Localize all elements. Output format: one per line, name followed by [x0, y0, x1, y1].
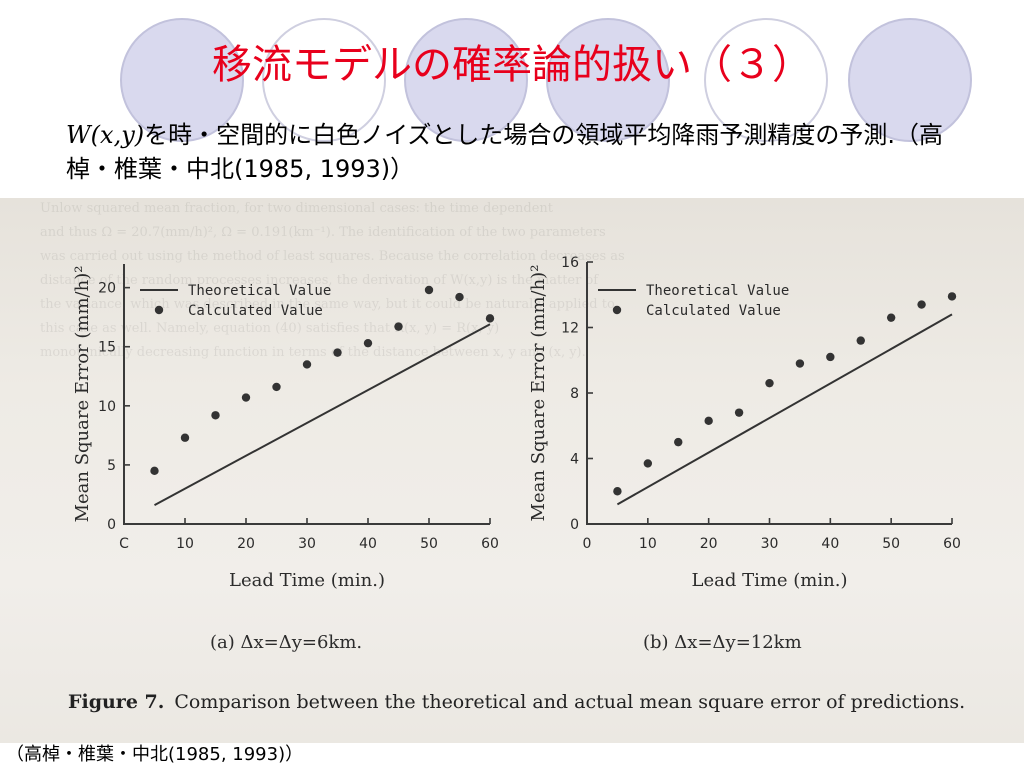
svg-text:was carried out using the meth: was carried out using the method of leas…: [40, 249, 625, 264]
x-axis-label: Lead Time (min.): [229, 570, 385, 591]
y-tick-label: 12: [561, 321, 579, 337]
figure-caption-text: Comparison between the theoretical and a…: [174, 691, 965, 713]
svg-text:and thus Ω = 20.7(mm/h)², Ω =: and thus Ω = 20.7(mm/h)², Ω = 0.191(km⁻¹…: [40, 225, 606, 240]
x-tick-label: 50: [420, 536, 438, 552]
svg-text:this case as well. Namely, equ: this case as well. Namely, equation (40)…: [40, 321, 499, 336]
decor-circle-1: [120, 18, 244, 142]
legend-dot-symbol: [154, 305, 164, 315]
x-tick-label: 60: [943, 536, 961, 552]
chart-subtitle: (a) Δx=Δy=6km.: [210, 632, 362, 653]
calculated-point: [211, 411, 220, 420]
calculated-point: [241, 393, 251, 402]
scanned-figure: Unlow squared mean fraction, for two dim…: [0, 198, 1024, 743]
calculated-point: [424, 285, 434, 295]
x-axis-label: Lead Time (min.): [692, 570, 848, 591]
x-tick-label: 0: [583, 536, 592, 552]
y-axis-label: Mean Square Error (mm/h)²: [528, 265, 549, 522]
svg-text:Figure 7.Comparison between th: Figure 7. Comparison between the theoreti…: [68, 691, 965, 713]
y-tick-label: 20: [98, 281, 116, 297]
slide-title: 移流モデルの確率論的扱い（３）: [212, 42, 812, 88]
calculated-point: [333, 348, 342, 357]
theoretical-line: [616, 313, 953, 506]
svg-text:the variance, which was descri: the variance, which was described in the…: [40, 297, 615, 312]
decor-circle-6: [848, 18, 972, 142]
x-tick-label: 20: [700, 536, 718, 552]
calculated-point: [826, 352, 835, 362]
x-tick-label: C: [119, 536, 129, 552]
calculated-point: [363, 338, 373, 348]
y-tick-label: 5: [107, 458, 116, 474]
x-tick-label: 40: [359, 536, 377, 552]
x-tick-label: 30: [298, 536, 316, 552]
legend-label-calculated: Calculated Value: [188, 303, 323, 319]
x-tick-label: 20: [237, 536, 255, 552]
source-citation: （高棹・椎葉・中北(1985, 1993)）: [6, 744, 304, 765]
chart-subtitle: (b) Δx=Δy=12km: [643, 632, 802, 653]
y-tick-label: 15: [98, 340, 116, 356]
theoretical-line: [154, 323, 491, 506]
calculated-point: [947, 292, 957, 301]
calculated-point: [272, 382, 281, 392]
calculated-point: [795, 359, 805, 368]
x-tick-label: 30: [761, 536, 779, 552]
y-tick-label: 0: [107, 517, 116, 533]
legend-label-theoretical: Theoretical Value: [646, 283, 789, 299]
caption-text: を時・空間的に白色ノイズとした場合の領域平均降雨予測精度の予測.（高棹・椎葉・中…: [66, 121, 944, 183]
svg-text:distance of the random process: distance of the random processes increas…: [40, 273, 599, 288]
calculated-point: [917, 300, 926, 309]
x-tick-label: 60: [481, 536, 499, 552]
decor-circle-2: [262, 18, 386, 142]
x-tick-label: 10: [639, 536, 657, 552]
slide-caption: W(x,y)を時・空間的に白色ノイズとした場合の領域平均降雨予測精度の予測.（高…: [66, 118, 966, 186]
decor-circle-3: [404, 18, 528, 142]
calculated-point: [180, 433, 190, 442]
x-tick-label: 50: [882, 536, 900, 552]
figure-caption: Figure 7. Comparison between the theoreti…: [68, 691, 965, 713]
calculated-point: [856, 336, 865, 345]
legend-label-calculated: Calculated Value: [646, 303, 781, 319]
calculated-point: [613, 487, 622, 496]
chart-a: C 10 20 30 40 50 60 0 5 10 15 20 Lead Time (min.) Mea…: [72, 264, 499, 653]
y-tick-label: 4: [570, 452, 579, 468]
y-axis-label: Mean Square Error (mm/h)²: [72, 266, 93, 523]
caption-variable: W(x,y): [66, 121, 145, 149]
calculated-point: [455, 292, 464, 302]
calculated-point: [302, 360, 312, 369]
y-tick-label: 8: [570, 386, 579, 402]
calculated-point: [643, 459, 653, 468]
decor-circle-5: [704, 18, 828, 142]
legend-label-theoretical: Theoretical Value: [188, 283, 331, 299]
scan-bleed-through: Unlow squared mean fraction, for two dim…: [40, 201, 625, 360]
calculated-point: [734, 408, 744, 417]
axis-lines: [586, 262, 952, 525]
y-tick-label: 10: [98, 399, 116, 415]
svg-text:monotonically decreasing funct: monotonically decreasing function in ter…: [40, 345, 586, 360]
y-tick-label: 0: [570, 517, 579, 533]
figure-caption-label: Figure 7.: [68, 691, 164, 713]
figure-svg: Unlow squared mean fraction, for two dim…: [40, 201, 965, 713]
calculated-point: [150, 466, 159, 476]
y-tick-label: 16: [561, 255, 579, 271]
x-tick-label: 10: [176, 536, 194, 552]
calculated-point: [394, 322, 403, 331]
svg-text:Unlow squared mean fraction, f: Unlow squared mean fraction, for two dim…: [40, 201, 554, 216]
x-tick-label: 40: [821, 536, 839, 552]
legend-dot-symbol: [612, 305, 622, 315]
calculated-point: [704, 416, 713, 426]
calculated-point: [886, 313, 896, 322]
decor-circle-4: [546, 18, 670, 142]
calculated-point: [674, 437, 683, 447]
calculated-point: [765, 378, 774, 388]
chart-b: 0 10 20 30 40 50 60 0 4 8 12 16 Lead Time (min.) Mean…: [528, 255, 961, 653]
calculated-point: [485, 314, 495, 323]
